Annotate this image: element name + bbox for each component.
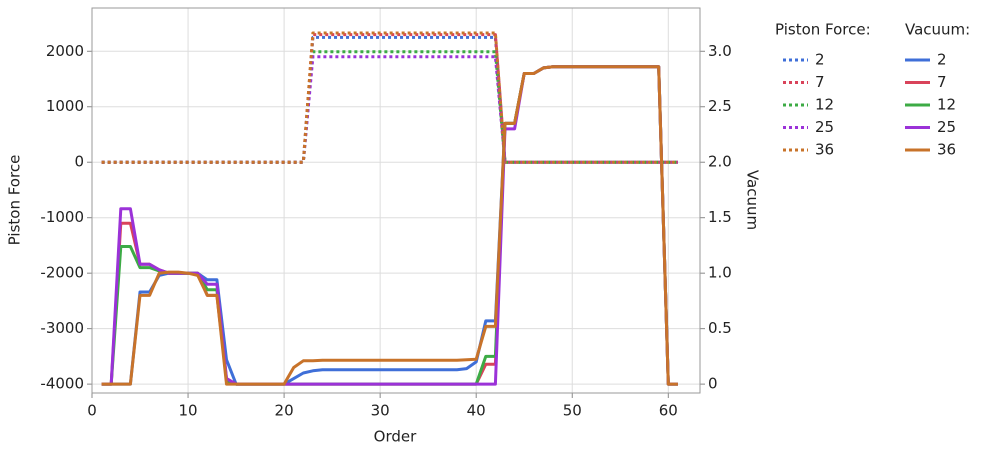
legend-label: 36	[815, 141, 834, 159]
y-tick-label: 1000	[46, 97, 84, 115]
x-tick-label: 30	[371, 402, 390, 420]
y-tick-label: -2000	[40, 264, 84, 282]
y2-tick-label: 0.5	[708, 319, 732, 337]
legend-label: 25	[815, 118, 834, 136]
y2-tick-label: 2.5	[708, 97, 732, 115]
y2-tick-label: 2.0	[708, 153, 732, 171]
y-tick-label: 2000	[46, 42, 84, 60]
x-tick-label: 50	[563, 402, 582, 420]
legend-label: 2	[815, 51, 825, 69]
series-line	[101, 31, 678, 164]
y-tick-label: 0	[74, 153, 84, 171]
x-tick-label: 40	[467, 402, 486, 420]
legend-label: 12	[937, 96, 956, 114]
legend-title: Piston Force:	[775, 21, 871, 39]
x-tick-label: 60	[659, 402, 678, 420]
y2-tick-label: 1.0	[708, 264, 732, 282]
legend-label: 36	[937, 141, 956, 159]
plot-frame	[91, 7, 701, 394]
y-axis-label: Piston Force	[6, 155, 24, 246]
y-tick-label: -3000	[40, 319, 84, 337]
legend-title: Vacuum:	[905, 21, 970, 39]
x-tick-label: 20	[275, 402, 294, 420]
y-tick-label: -4000	[40, 375, 84, 393]
y2-tick-label: 0	[708, 375, 718, 393]
series-line	[101, 65, 678, 386]
legend-label: 25	[937, 118, 956, 136]
legend-label: 7	[815, 73, 825, 91]
y2-tick-label: 1.5	[708, 208, 732, 226]
y2-axis-label: Vacuum	[744, 170, 762, 230]
legend-label: 7	[937, 73, 947, 91]
x-tick-label: 10	[179, 402, 198, 420]
legend-label: 12	[815, 96, 834, 114]
y2-tick-label: 3.0	[708, 42, 732, 60]
y-tick-label: -1000	[40, 208, 84, 226]
legend-label: 2	[937, 51, 947, 69]
x-tick-label: 0	[87, 402, 97, 420]
x-axis-label: Order	[374, 428, 417, 446]
